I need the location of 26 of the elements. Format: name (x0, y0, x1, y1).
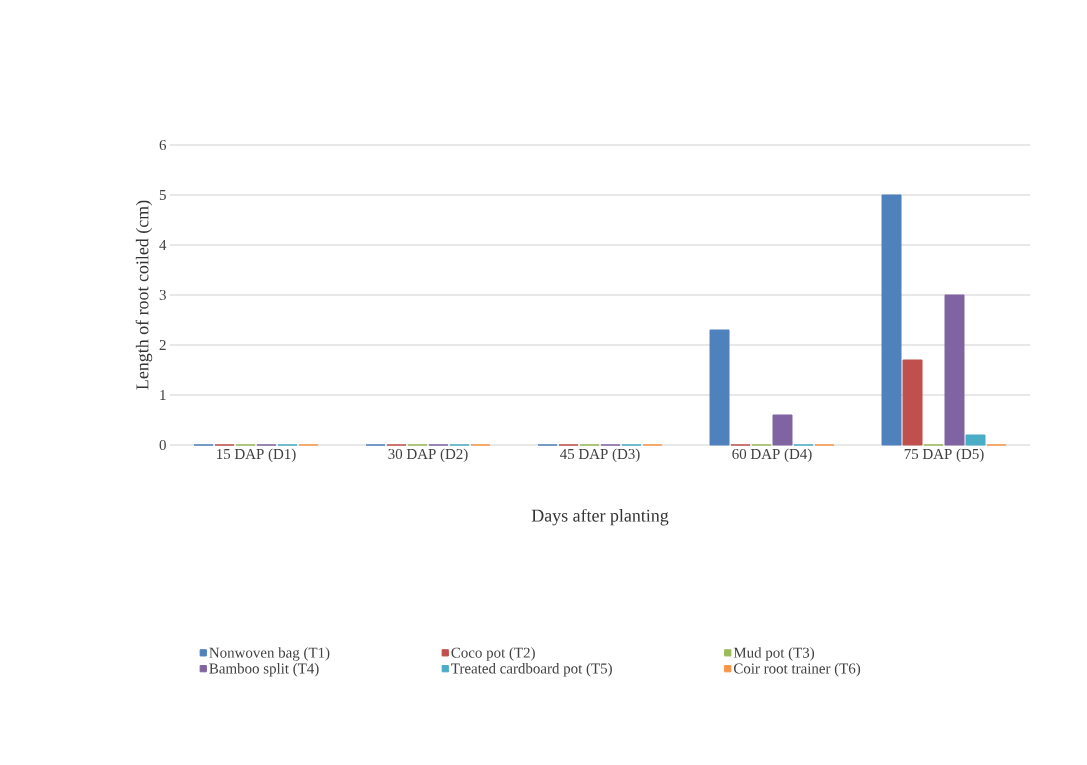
x-tick-label: 45 DAP (D3) (560, 448, 640, 463)
bar (709, 329, 730, 446)
legend-label: Coco pot (T2) (451, 647, 535, 661)
bar (944, 294, 965, 446)
legend-label: Treated cardboard pot (T5) (451, 663, 612, 677)
x-axis-title: Days after planting (531, 508, 669, 526)
legend-label: Mud pot (T3) (733, 647, 815, 661)
bar (965, 434, 986, 446)
y-tick-label: 5 (159, 190, 166, 200)
bar (881, 194, 902, 446)
y-tick-label: 3 (159, 289, 166, 301)
x-tick-label: 75 DAP (D5) (904, 448, 984, 463)
y-tick-label: 0 (159, 439, 166, 451)
legend-label: Bamboo split (T4) (209, 663, 319, 677)
x-tick-label: 30 DAP (D2) (388, 448, 468, 463)
y-tick-label: 6 (159, 139, 167, 151)
bar (902, 359, 923, 446)
y-tick-label: 2 (159, 340, 166, 350)
legend-label: Nonwoven bag (T1) (209, 647, 330, 661)
x-tick-label: 15 DAP (D1) (217, 448, 296, 463)
y-tick-label: 1 (160, 390, 166, 400)
y-tick-label: 4 (159, 240, 167, 250)
x-tick-label: 60 DAP (D4) (732, 448, 812, 463)
legend-label: Coir root trainer (T6) (733, 663, 861, 677)
y-axis-title: Length of root coiled (cm) (135, 200, 153, 390)
bar (772, 414, 793, 446)
